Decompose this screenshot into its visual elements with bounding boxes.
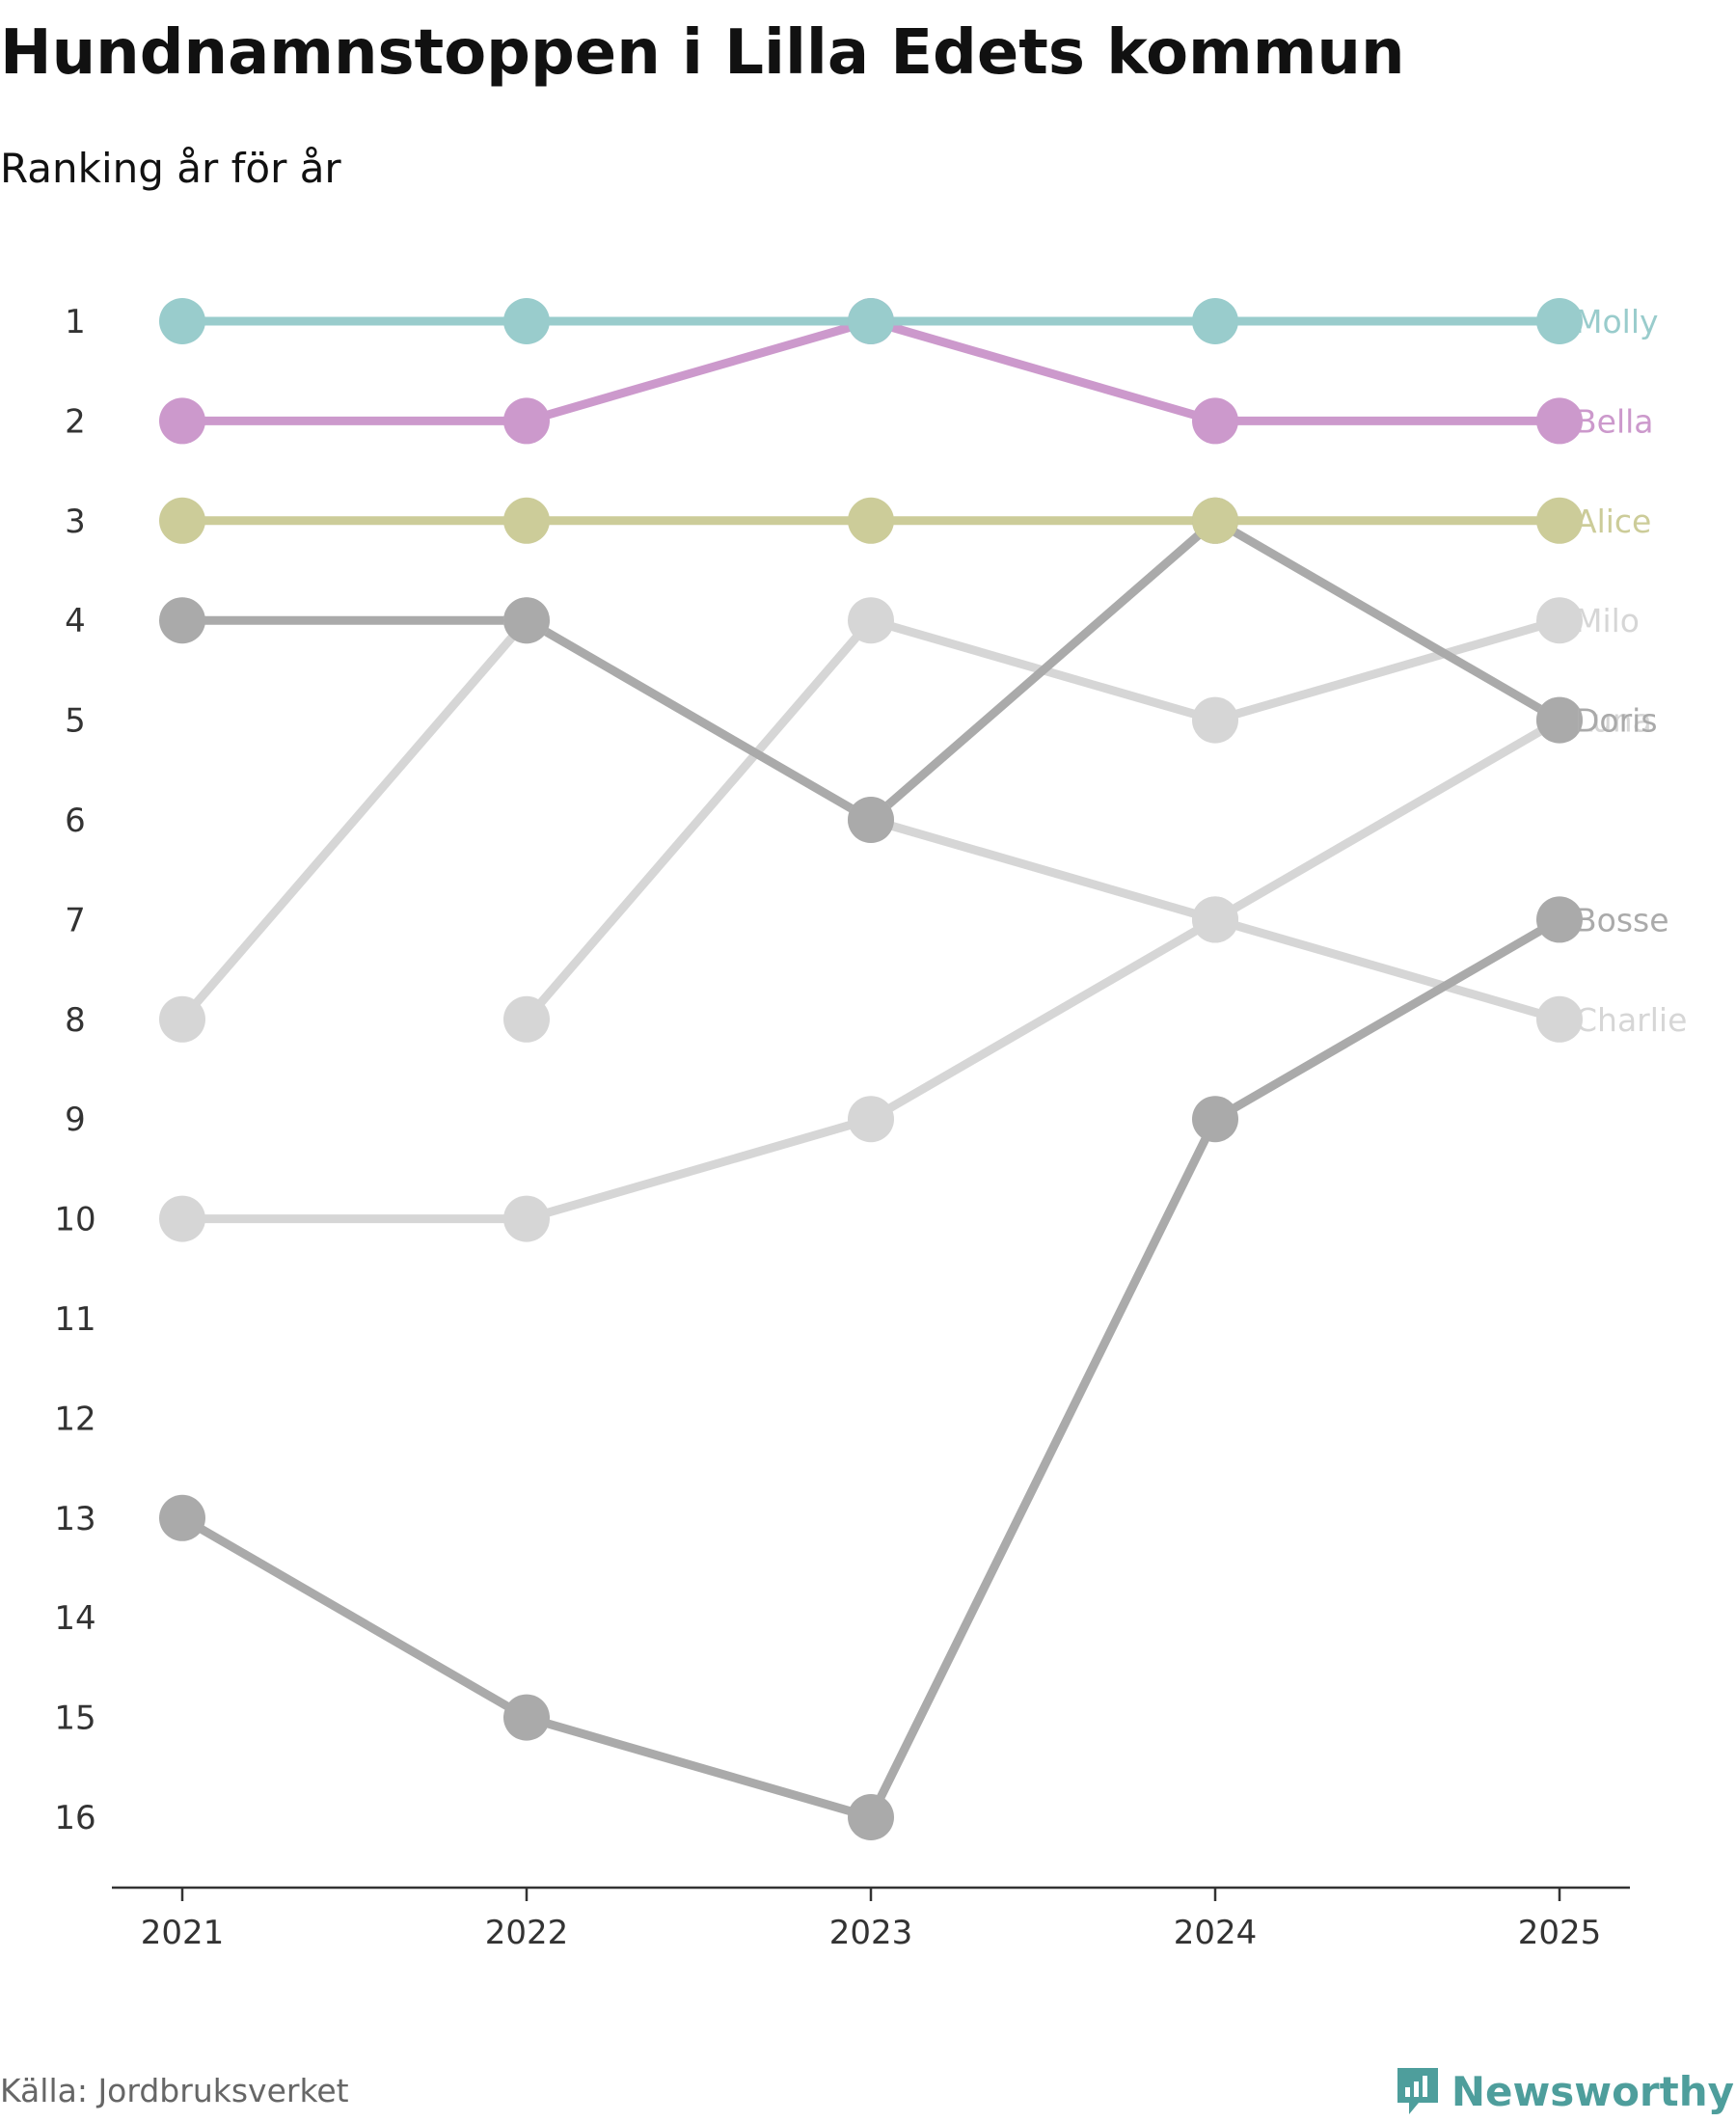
point-bosse-2021: [159, 1494, 205, 1541]
series-points: [159, 298, 1583, 1840]
y-tick-label-15: 15: [54, 1700, 95, 1738]
point-luna-2021: [159, 1195, 205, 1242]
series-label-bella: Bella: [1575, 402, 1654, 440]
x-tick-label-2024: 2024: [1174, 1914, 1258, 1952]
y-tick-label-10: 10: [54, 1201, 95, 1239]
y-tick-label-1: 1: [65, 303, 86, 341]
point-milo-2025: [1536, 597, 1583, 644]
brand-logo: Newsworthy: [1394, 2064, 1734, 2118]
point-bella-2025: [1536, 397, 1583, 445]
point-charlie-2025: [1536, 995, 1583, 1043]
point-luna-2022: [503, 1195, 550, 1242]
point-bella-2022: [503, 397, 550, 445]
chart-title: Hundnamnstoppen i Lilla Edets kommun: [0, 17, 1405, 89]
y-tick-label-3: 3: [65, 503, 86, 541]
series-line-bosse: [177, 914, 1564, 1822]
brand-name: Newsworthy: [1451, 2067, 1734, 2115]
point-charlie-2024: [1192, 896, 1238, 943]
series-label-milo: Milo: [1575, 602, 1640, 639]
series-line-milo: [522, 615, 1564, 1024]
x-tick-label-2025: 2025: [1518, 1914, 1602, 1952]
point-molly-2025: [1536, 298, 1583, 344]
y-tick-label-4: 4: [65, 602, 86, 640]
point-doris-2023: [848, 797, 894, 843]
y-tick-label-14: 14: [54, 1599, 95, 1638]
point-bosse-2023: [848, 1794, 894, 1840]
y-tick-label-16: 16: [54, 1799, 95, 1837]
series-label-molly: Molly: [1575, 303, 1659, 340]
point-molly-2022: [503, 298, 550, 344]
y-tick-label-12: 12: [54, 1400, 95, 1438]
x-axis: 2021 2022 2023 2024 2025: [112, 1886, 1630, 1952]
point-milo-2023: [848, 597, 894, 644]
point-molly-2021: [159, 298, 205, 344]
y-tick-label-11: 11: [54, 1300, 95, 1339]
y-tick-label-5: 5: [65, 702, 86, 741]
point-alice-2022: [503, 497, 550, 544]
point-doris-2022: [503, 597, 550, 644]
point-alice-2021: [159, 497, 205, 544]
series-label-luna: Luna: [1575, 702, 1652, 740]
point-charlie-2021: [159, 995, 205, 1043]
point-luna-2023: [848, 1096, 894, 1143]
point-milo-2024: [1192, 696, 1238, 744]
series-label-doris: Doris: [1575, 702, 1658, 740]
series-label-alice: Alice: [1575, 503, 1651, 540]
point-bella-2021: [159, 397, 205, 445]
y-tick-label-6: 6: [65, 802, 86, 840]
point-bosse-2025: [1536, 896, 1583, 943]
source-note: Källa: Jordbruksverket: [0, 2072, 349, 2109]
x-tick-label-2023: 2023: [829, 1914, 913, 1952]
point-bosse-2024: [1192, 1096, 1238, 1143]
point-alice-2024: [1192, 497, 1238, 544]
point-doris-2021: [159, 597, 205, 644]
point-molly-2024: [1192, 298, 1238, 344]
point-alice-2023: [848, 497, 894, 544]
point-alice-2025: [1536, 497, 1583, 544]
y-tick-label-8: 8: [65, 1001, 86, 1040]
x-tick-label-2021: 2021: [141, 1914, 225, 1952]
y-tick-label-9: 9: [65, 1101, 86, 1139]
newsworthy-logo-icon: [1397, 2068, 1438, 2114]
series-labels: Luna Charlie Milo Bosse Doris Alice Bella Molly: [1575, 303, 1687, 1039]
series-line-luna: [177, 716, 1564, 1224]
y-tick-label-2: 2: [65, 402, 86, 441]
series-label-charlie: Charlie: [1575, 1001, 1687, 1039]
point-milo-2022: [503, 995, 550, 1043]
point-doris-2025: [1536, 696, 1583, 744]
x-tick-label-2022: 2022: [485, 1914, 569, 1952]
y-tick-label-7: 7: [65, 901, 86, 939]
point-molly-2023: [848, 298, 894, 344]
y-tick-label-13: 13: [54, 1500, 95, 1538]
series-lines: [177, 316, 1564, 1822]
chart-subtitle: Ranking år för år: [0, 145, 341, 192]
point-bella-2024: [1192, 397, 1238, 445]
point-bosse-2022: [503, 1694, 550, 1741]
series-label-bosse: Bosse: [1575, 901, 1669, 939]
